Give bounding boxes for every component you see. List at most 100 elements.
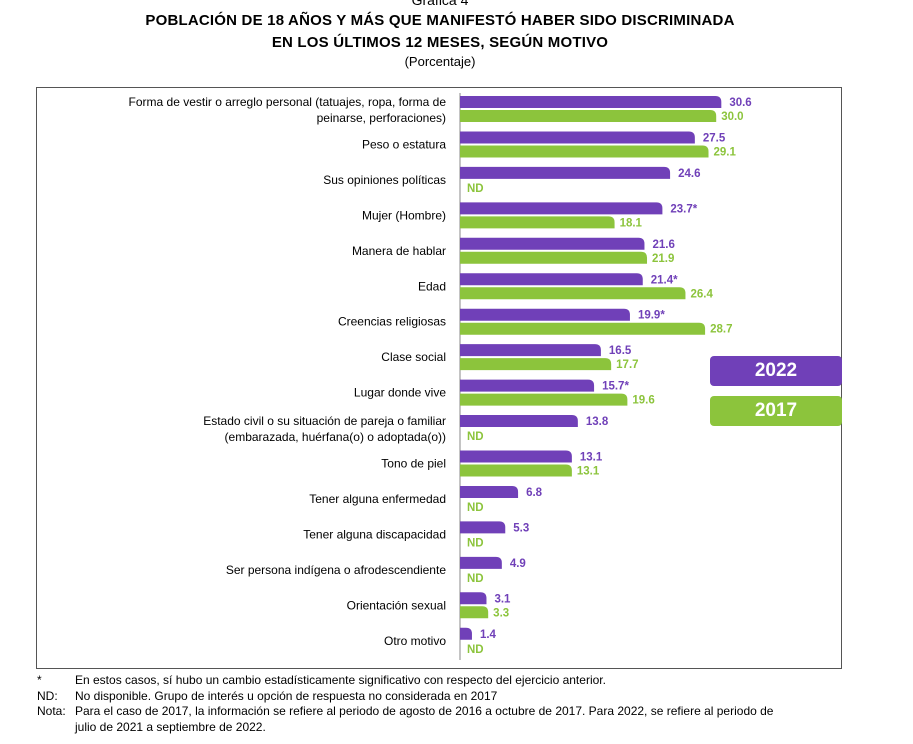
value-label-2017: ND	[467, 431, 484, 443]
bar-2022	[460, 166, 671, 179]
footnote-text: No disponible. Grupo de interés u opción…	[75, 688, 498, 703]
value-label-2017: 26.4	[690, 288, 713, 300]
category-label-line: Forma de vestir o arreglo personal (tatu…	[129, 95, 447, 109]
bar-2017	[460, 216, 615, 229]
bar-2017	[460, 464, 572, 477]
value-label-2022: 13.8	[586, 416, 609, 428]
bar-2022	[460, 379, 595, 392]
bar-2017	[460, 145, 709, 158]
footnote-text: En estos casos, sí hubo un cambio estadí…	[75, 673, 606, 687]
category-label: Estado civil o su situación de pareja o …	[203, 414, 446, 444]
bar-2022	[460, 131, 695, 144]
value-label-2022: 3.1	[494, 593, 511, 605]
bar-2017	[460, 393, 628, 406]
value-label-2017: ND	[467, 502, 484, 514]
chart-subtitle: (Porcentaje)	[404, 54, 476, 69]
category-label-line: Estado civil o su situación de pareja o …	[203, 414, 446, 428]
bar-2022	[460, 202, 663, 215]
bar-2017	[460, 287, 686, 300]
footnote-nota: Nota: Para el caso de 2017, la informaci…	[37, 704, 795, 735]
value-label-2017: 13.1	[577, 466, 600, 478]
category-label-line: Lugar donde vive	[354, 386, 446, 400]
value-label-2022: 4.9	[510, 558, 526, 570]
footnote-nd: ND: No disponible. Grupo de interés u op…	[37, 689, 795, 705]
footnotes: * En estos casos, sí hubo un cambio esta…	[37, 673, 795, 735]
bar-2022	[460, 592, 487, 605]
bar-2022	[460, 344, 601, 357]
category-label-line: Orientación sexual	[347, 598, 446, 612]
value-label-2022: 23.7*	[670, 203, 697, 215]
footnote-asterisk: * En estos casos, sí hubo un cambio esta…	[37, 673, 795, 689]
value-label-2022: 19.9*	[638, 310, 665, 322]
bar-2017	[460, 251, 648, 264]
chart-number: Gráfica 4	[411, 0, 469, 8]
value-label-2017: 3.3	[493, 607, 509, 619]
category-label: Creencias religiosas	[338, 315, 446, 329]
value-label-2017: 17.7	[616, 359, 638, 371]
legend-2022: 2022	[710, 356, 842, 386]
footnote-key: ND:	[37, 688, 58, 703]
category-label: Ser persona indígena o afrodescendiente	[226, 563, 446, 577]
value-label-2022: 15.7*	[602, 381, 629, 393]
bar-2022	[460, 627, 472, 640]
category-label: Lugar donde vive	[354, 386, 446, 400]
bar-2022	[460, 308, 630, 321]
category-label: Sus opiniones políticas	[323, 173, 446, 187]
value-label-2022: 30.6	[729, 97, 751, 109]
bar-2022	[460, 415, 578, 428]
value-label-2017: 19.6	[632, 395, 654, 407]
value-label-2022: 1.4	[480, 629, 497, 641]
value-label-2017: 28.7	[710, 324, 732, 336]
category-label-line: Ser persona indígena o afrodescendiente	[226, 563, 446, 577]
value-label-2017: 29.1	[714, 146, 737, 158]
value-label-2017: 18.1	[620, 217, 643, 229]
category-label-line: Tono de piel	[381, 457, 446, 471]
category-label-line: Peso o estatura	[362, 137, 446, 151]
value-label-2017: ND	[467, 183, 484, 195]
category-label-line: Clase social	[381, 350, 446, 364]
value-label-2017: ND	[467, 573, 484, 585]
category-label: Otro motivo	[384, 634, 446, 648]
category-label-line: Manera de hablar	[352, 244, 446, 258]
category-label: Edad	[418, 279, 446, 293]
category-label: Tener alguna enfermedad	[309, 492, 446, 506]
category-label: Peso o estatura	[362, 137, 446, 151]
footnote-key: Nota:	[37, 704, 66, 718]
category-label-line: peinarse, perforaciones)	[317, 111, 446, 125]
value-label-2022: 21.6	[652, 239, 674, 251]
value-label-2022: 24.6	[678, 168, 700, 180]
category-label: Forma de vestir o arreglo personal (tatu…	[129, 95, 447, 125]
value-label-2022: 13.1	[580, 452, 603, 464]
value-label-2022: 27.5	[703, 132, 726, 144]
legend-2017: 2017	[710, 396, 842, 426]
bar-2017	[460, 110, 717, 122]
category-label-line: Mujer (Hombre)	[362, 208, 446, 222]
category-label-line: Sus opiniones políticas	[323, 173, 446, 187]
category-label-line: Edad	[418, 279, 446, 293]
bar-2022	[460, 521, 506, 534]
value-label-2017: 30.0	[721, 111, 743, 123]
value-label-2017: ND	[467, 644, 484, 656]
value-label-2022: 6.8	[526, 487, 543, 499]
bar-2022	[460, 237, 645, 250]
value-label-2022: 5.3	[513, 522, 529, 534]
category-label: Tener alguna discapacidad	[303, 527, 446, 541]
footnote-text: Para el caso de 2017, la información se …	[75, 704, 774, 734]
bar-2022	[460, 556, 502, 569]
category-label-line: (embarazada, huérfana(o) o adoptada(o))	[225, 430, 446, 444]
value-label-2017: 21.9	[652, 253, 674, 265]
bar-2022	[460, 273, 643, 286]
category-label: Clase social	[381, 350, 446, 364]
value-label-2022: 16.5	[609, 345, 632, 357]
chart-title-line2: EN LOS ÚLTIMOS 12 MESES, SEGÚN MOTIVO	[271, 34, 609, 51]
footnote-key: *	[37, 673, 42, 687]
category-label: Mujer (Hombre)	[362, 208, 446, 222]
category-label: Tono de piel	[381, 457, 446, 471]
bar-2022	[460, 450, 572, 463]
bar-2017	[460, 358, 612, 371]
category-label: Manera de hablar	[352, 244, 446, 258]
category-label: Orientación sexual	[347, 598, 446, 612]
value-label-2017: ND	[467, 537, 484, 549]
bar-2017	[460, 606, 489, 619]
